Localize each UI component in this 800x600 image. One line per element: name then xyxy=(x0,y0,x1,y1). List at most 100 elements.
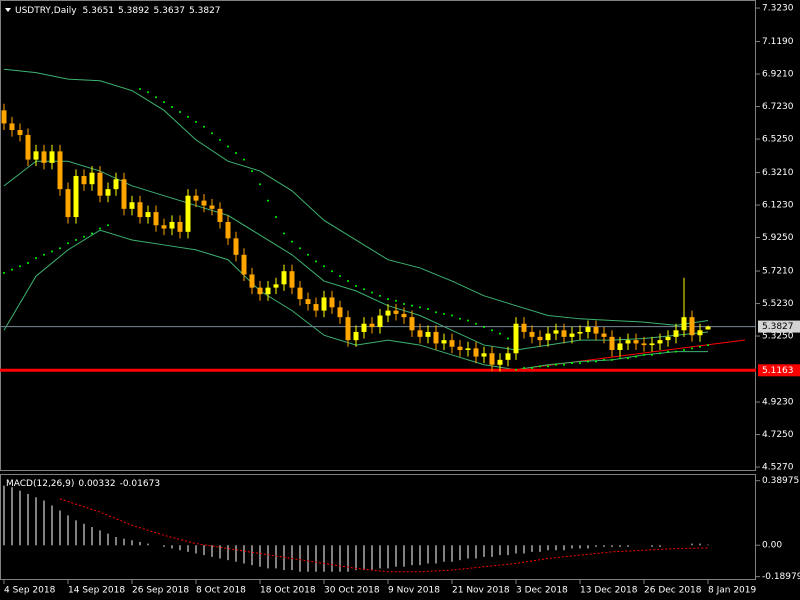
candle-body xyxy=(81,175,87,185)
sar-dot xyxy=(587,360,589,363)
candle-body xyxy=(705,326,711,330)
candle-body xyxy=(113,179,119,190)
candle-body xyxy=(9,123,15,131)
macd-y-tick-label: 0.38975 xyxy=(762,476,799,486)
candle-body xyxy=(377,315,383,328)
candle-body xyxy=(65,189,71,218)
sar-dot xyxy=(323,265,325,268)
menu-arrow xyxy=(5,8,11,12)
y-tick-label: 4.5270 xyxy=(762,463,794,473)
x-tick-label: 26 Dec 2018 xyxy=(644,586,702,596)
candle-body xyxy=(41,151,47,163)
candle-body xyxy=(281,271,287,285)
header-high: 5.3892 xyxy=(118,6,150,16)
x-tick-label: 13 Dec 2018 xyxy=(580,586,638,596)
bollinger-band xyxy=(3,229,708,371)
candle-body xyxy=(649,343,655,346)
candle-body xyxy=(25,134,31,160)
candle-body xyxy=(185,195,191,232)
sar-dot xyxy=(395,299,397,302)
candle-body xyxy=(297,287,303,300)
sar-dot xyxy=(595,360,597,363)
sar-dot xyxy=(299,247,301,250)
sar-dot xyxy=(499,332,501,335)
candle-body xyxy=(545,333,551,341)
x-tick-label: 9 Nov 2018 xyxy=(388,586,440,596)
macd-panel-frame xyxy=(0,474,756,580)
macd-y-tick-label: -0.18979 xyxy=(762,572,800,582)
sar-dot xyxy=(659,352,661,355)
candle-body xyxy=(169,221,175,229)
candle-body xyxy=(209,205,215,209)
candle-body xyxy=(97,172,103,196)
sar-dot xyxy=(235,152,237,155)
candle-body xyxy=(601,333,607,337)
sar-dot xyxy=(627,357,629,360)
sar-dot xyxy=(611,358,613,361)
price-label-box xyxy=(758,320,800,333)
sar-dot xyxy=(459,317,461,320)
candle-body xyxy=(121,179,127,209)
candle-body xyxy=(73,175,79,218)
x-tick-label: 14 Sep 2018 xyxy=(68,586,125,596)
candle-body xyxy=(49,151,55,163)
sar-dot xyxy=(219,138,221,141)
candle-body xyxy=(89,172,95,185)
sar-dot xyxy=(291,240,293,243)
candle-body xyxy=(313,304,319,311)
x-tick-label: 8 Oct 2018 xyxy=(196,586,246,596)
candle-body xyxy=(513,323,519,354)
candle-body xyxy=(249,274,255,288)
sar-dot xyxy=(267,199,269,202)
sar-dot xyxy=(179,110,181,113)
sar-dot xyxy=(283,232,285,235)
signal-line xyxy=(59,498,709,573)
candle-body xyxy=(625,340,631,344)
candle-body xyxy=(665,336,671,341)
candle-body xyxy=(129,202,135,209)
sar-dot xyxy=(683,349,685,352)
candle-body xyxy=(441,340,447,344)
candle-body xyxy=(689,317,695,336)
x-tick-label: 18 Oct 2018 xyxy=(260,586,316,596)
sar-dot xyxy=(315,260,317,263)
candle-body xyxy=(593,327,599,334)
x-tick-label: 4 Sep 2018 xyxy=(4,586,56,596)
candle-body xyxy=(225,221,231,239)
sar-dot xyxy=(27,261,29,264)
sar-dot xyxy=(35,257,37,260)
candle-body xyxy=(537,336,543,341)
sar-dot xyxy=(259,183,261,186)
candle-body xyxy=(697,330,703,336)
sar-dot xyxy=(483,326,485,329)
candle-body xyxy=(329,297,335,308)
sar-dot xyxy=(275,216,277,219)
candle-body xyxy=(33,151,39,160)
candle-body xyxy=(353,331,359,341)
sar-dot xyxy=(475,322,477,325)
sar-dot xyxy=(99,227,101,230)
sar-dot xyxy=(347,280,349,283)
candle-body xyxy=(577,331,583,334)
header-close: 5.3827 xyxy=(189,6,221,16)
signal-value: -0.01673 xyxy=(120,479,160,489)
sar-dot xyxy=(387,298,389,301)
sar-dot xyxy=(411,304,413,307)
candle-body xyxy=(569,333,575,337)
candle-body xyxy=(561,330,567,337)
x-tick-label: 8 Jan 2019 xyxy=(708,586,756,596)
candle-body xyxy=(201,200,207,206)
candle-body xyxy=(497,359,503,365)
candle-body xyxy=(417,330,423,337)
sar-dot xyxy=(571,362,573,365)
candle-body xyxy=(457,346,463,351)
candle-body xyxy=(393,310,399,314)
candle-body xyxy=(241,254,247,275)
sar-dot xyxy=(467,319,469,322)
candle-body xyxy=(673,330,679,337)
sar-dot xyxy=(523,367,525,370)
bollinger-band xyxy=(3,68,709,326)
sar-dot xyxy=(635,355,637,358)
